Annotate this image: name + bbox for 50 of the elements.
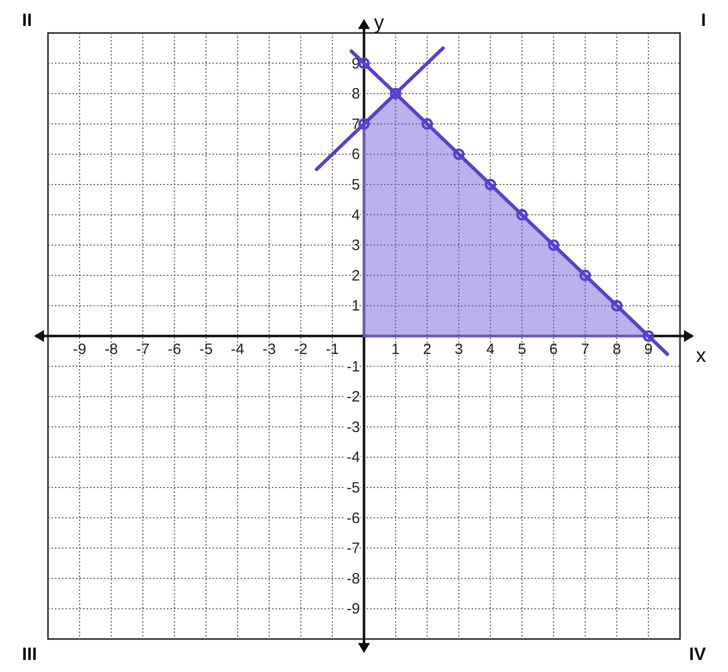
x-axis-title: x	[696, 345, 706, 367]
x-tick-label: 7	[581, 341, 590, 358]
x-tick-label: -5	[199, 341, 213, 358]
y-tick-label: 1	[352, 298, 360, 315]
point	[453, 148, 465, 160]
y-tick-label: -1	[346, 358, 360, 376]
y-tick-label: -4	[346, 449, 360, 466]
y-tick-label: -9	[346, 600, 360, 618]
x-tick-label: 2	[423, 341, 432, 358]
y-tick-label: -2	[346, 388, 360, 406]
y-tick-label: 3	[352, 237, 360, 254]
text: IV	[688, 644, 706, 664]
y-tick-label: -3	[346, 418, 360, 436]
text: II	[22, 10, 32, 30]
y-tick-label: 8	[352, 86, 360, 103]
x-tick-label: -4	[230, 341, 244, 358]
point	[516, 209, 528, 221]
point	[421, 118, 433, 130]
y-axis-title: y	[374, 12, 384, 34]
x-tick-label: -9	[72, 341, 86, 358]
y-tick-label: 5	[352, 176, 360, 194]
y-tick-label: -5	[346, 480, 360, 496]
point	[579, 270, 591, 282]
x-tick-label: -8	[104, 341, 118, 358]
y-tick-label: -7	[346, 540, 360, 558]
text: I	[700, 10, 706, 30]
y-tick-label: -8	[346, 570, 360, 588]
x-tick-label: -6	[168, 341, 182, 358]
x-tick-label: -2	[294, 341, 308, 358]
y-tick-label: 4	[352, 206, 360, 224]
y-tick-label: 2	[352, 267, 360, 284]
point	[611, 300, 623, 312]
x-tick-label: 5	[518, 341, 526, 358]
text: III	[22, 644, 38, 664]
x-tick-label: 4	[486, 341, 495, 358]
x-tick-label: -1	[326, 341, 340, 358]
point	[390, 88, 402, 100]
x-tick-label: 8	[612, 341, 621, 358]
point	[484, 178, 496, 190]
x-tick-label: 6	[549, 341, 558, 358]
x-tick-label: 3	[454, 341, 463, 358]
y-tick-label: 6	[352, 146, 360, 164]
point	[548, 239, 560, 251]
point	[642, 330, 654, 342]
x-tick-label: -7	[136, 341, 150, 358]
x-tick-label: 1	[391, 341, 400, 358]
y-tick-label: -6	[346, 510, 360, 527]
point	[358, 58, 370, 70]
x-tick-label: -3	[262, 341, 276, 358]
x-tick-label: 9	[644, 341, 653, 358]
